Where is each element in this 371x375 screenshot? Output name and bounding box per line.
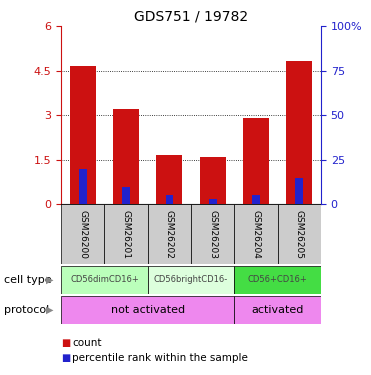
Bar [234, 266, 321, 294]
Bar [61, 266, 148, 294]
Text: cell type: cell type [4, 275, 51, 285]
Bar [165, 195, 173, 204]
Text: count: count [72, 338, 102, 348]
Bar [200, 158, 226, 204]
Text: GSM26202: GSM26202 [165, 210, 174, 259]
Text: GSM26204: GSM26204 [252, 210, 260, 259]
Bar [278, 204, 321, 264]
Bar [191, 204, 234, 264]
Text: percentile rank within the sample: percentile rank within the sample [72, 353, 248, 363]
Bar [105, 204, 148, 264]
Text: GSM26200: GSM26200 [78, 210, 87, 259]
Text: GSM26201: GSM26201 [122, 210, 131, 259]
Bar [122, 187, 130, 204]
Text: ■: ■ [61, 353, 70, 363]
Bar [209, 199, 217, 204]
Text: activated: activated [252, 305, 304, 315]
Text: ▶: ▶ [46, 305, 54, 315]
Text: CD56dimCD16+: CD56dimCD16+ [70, 275, 139, 284]
Text: GSM26203: GSM26203 [208, 210, 217, 259]
Bar [148, 266, 234, 294]
Bar [252, 195, 260, 204]
Text: ■: ■ [61, 338, 70, 348]
Text: protocol: protocol [4, 305, 49, 315]
Text: not activated: not activated [111, 305, 185, 315]
Bar [234, 204, 278, 264]
Bar [113, 110, 139, 204]
Bar [295, 178, 303, 204]
Bar [70, 66, 96, 204]
Bar [234, 296, 321, 324]
Bar [243, 118, 269, 204]
Text: CD56+CD16+: CD56+CD16+ [248, 275, 308, 284]
Bar [286, 61, 312, 204]
Bar [157, 155, 183, 204]
Title: GDS751 / 19782: GDS751 / 19782 [134, 10, 248, 24]
Bar [61, 204, 105, 264]
Text: ▶: ▶ [46, 275, 54, 285]
Text: CD56brightCD16-: CD56brightCD16- [154, 275, 228, 284]
Bar [61, 296, 234, 324]
Text: GSM26205: GSM26205 [295, 210, 304, 259]
Bar [148, 204, 191, 264]
Bar [79, 169, 87, 204]
